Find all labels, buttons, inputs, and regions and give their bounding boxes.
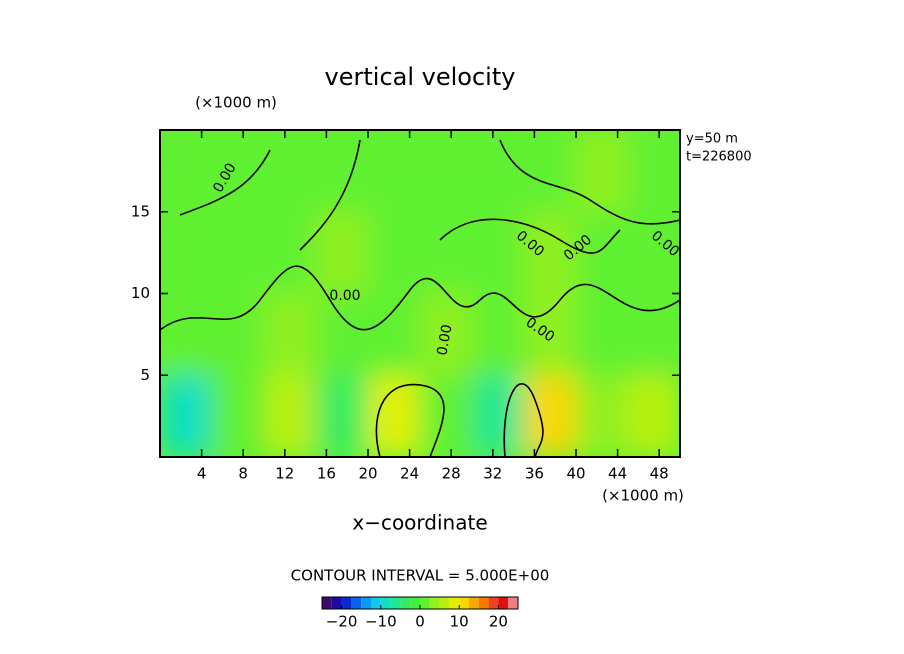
- field-cell: [264, 211, 316, 294]
- contour-line: [179, 139, 361, 251]
- x-unit-label: (×1000 m): [602, 487, 684, 505]
- colorbar-cell: [469, 597, 479, 609]
- field-cell: [576, 293, 628, 376]
- colorbar-cell: [449, 597, 460, 609]
- chart-title: vertical velocity: [325, 63, 516, 91]
- colorbar-cell: [410, 597, 420, 609]
- colorbar-cell: [429, 597, 440, 609]
- x-axis-label: x−coordinate: [352, 511, 487, 535]
- x-tick-label: 40: [566, 465, 585, 483]
- field-cell: [264, 293, 316, 376]
- field-cell: [212, 211, 264, 294]
- colorbar-cell: [459, 597, 469, 609]
- y-unit-label: (×1000 m): [195, 94, 277, 112]
- field-cell: [160, 293, 212, 376]
- field-cell: [524, 211, 576, 294]
- field-cell: [420, 130, 472, 212]
- colorbar-tick-label: −10: [365, 613, 397, 631]
- annotation: y=50 m: [686, 132, 738, 147]
- field-cell: [576, 375, 628, 457]
- field-cell: [212, 375, 264, 457]
- contour-line: [439, 139, 680, 254]
- contour-line: [160, 265, 680, 331]
- field-cell: [368, 211, 420, 294]
- colorbar-tick-label: 20: [489, 613, 508, 631]
- contour-line: [375, 383, 544, 457]
- contour-label: 0.00: [329, 288, 360, 304]
- field-cell: [420, 375, 472, 457]
- field-cell: [368, 293, 420, 376]
- field-cell: [368, 375, 420, 457]
- field-cell: [316, 293, 368, 376]
- colorbar-cell: [331, 597, 342, 609]
- colorbar-cell: [361, 597, 371, 609]
- colorbar-cell: [400, 597, 411, 609]
- x-tick-label: 36: [525, 465, 544, 483]
- colorbar-cell: [351, 597, 362, 609]
- contour-label: 0.00: [434, 323, 455, 356]
- field-cell: [160, 130, 212, 212]
- colorbar-cell: [380, 597, 391, 609]
- colorbar-tick-label: 0: [415, 613, 425, 631]
- x-tick-label: 4: [197, 465, 207, 483]
- field-cell: [368, 130, 420, 212]
- field: [160, 130, 680, 457]
- field-cell: [628, 293, 680, 376]
- x-tick-label: 8: [238, 465, 248, 483]
- field-cell: [524, 375, 576, 457]
- field-cell: [212, 293, 264, 376]
- x-tick-label: 16: [317, 465, 336, 483]
- colorbar-tick-label: 10: [450, 613, 469, 631]
- field-cell: [472, 293, 524, 376]
- field-cell: [472, 130, 524, 212]
- x-tick-label: 28: [442, 465, 461, 483]
- field-cell: [524, 130, 576, 212]
- colorbar-cell: [478, 597, 489, 609]
- colorbar-cell: [488, 597, 499, 609]
- field-cells: [160, 130, 680, 457]
- field-cell: [160, 375, 212, 457]
- y-tick-label: 15: [131, 202, 150, 220]
- field-cell: [472, 211, 524, 294]
- x-tick-label: 24: [400, 465, 419, 483]
- colorbar-cell: [341, 597, 352, 609]
- contour-lines: [160, 139, 680, 457]
- contour-interval: CONTOUR INTERVAL = 5.000E+00: [291, 567, 550, 585]
- field-cell: [160, 211, 212, 294]
- colorbar-cell: [390, 597, 401, 609]
- x-tick-label: 32: [483, 465, 502, 483]
- field-cell: [628, 130, 680, 212]
- colorbar-cell: [322, 597, 332, 609]
- annotation: t=226800: [686, 150, 752, 165]
- colorbar-cell: [439, 597, 450, 609]
- x-tick-label: 12: [275, 465, 294, 483]
- colorbar-cell: [498, 597, 509, 609]
- y-tick-label: 5: [140, 366, 150, 384]
- field-cell: [628, 375, 680, 457]
- field-cell: [524, 293, 576, 376]
- field-cell: [576, 130, 628, 212]
- colorbar-cell: [508, 597, 518, 609]
- field-cell: [628, 211, 680, 294]
- y-tick-label: 10: [131, 284, 150, 302]
- x-tick-label: 48: [650, 465, 669, 483]
- colorbar-cell: [420, 597, 430, 609]
- colorbar-cell: [371, 597, 381, 609]
- colorbar-tick-label: −20: [326, 613, 358, 631]
- field-cell: [316, 211, 368, 294]
- x-tick-label: 44: [608, 465, 627, 483]
- x-tick-label: 20: [358, 465, 377, 483]
- field-cell: [316, 375, 368, 457]
- field-cell: [264, 130, 316, 212]
- field-cell: [264, 375, 316, 457]
